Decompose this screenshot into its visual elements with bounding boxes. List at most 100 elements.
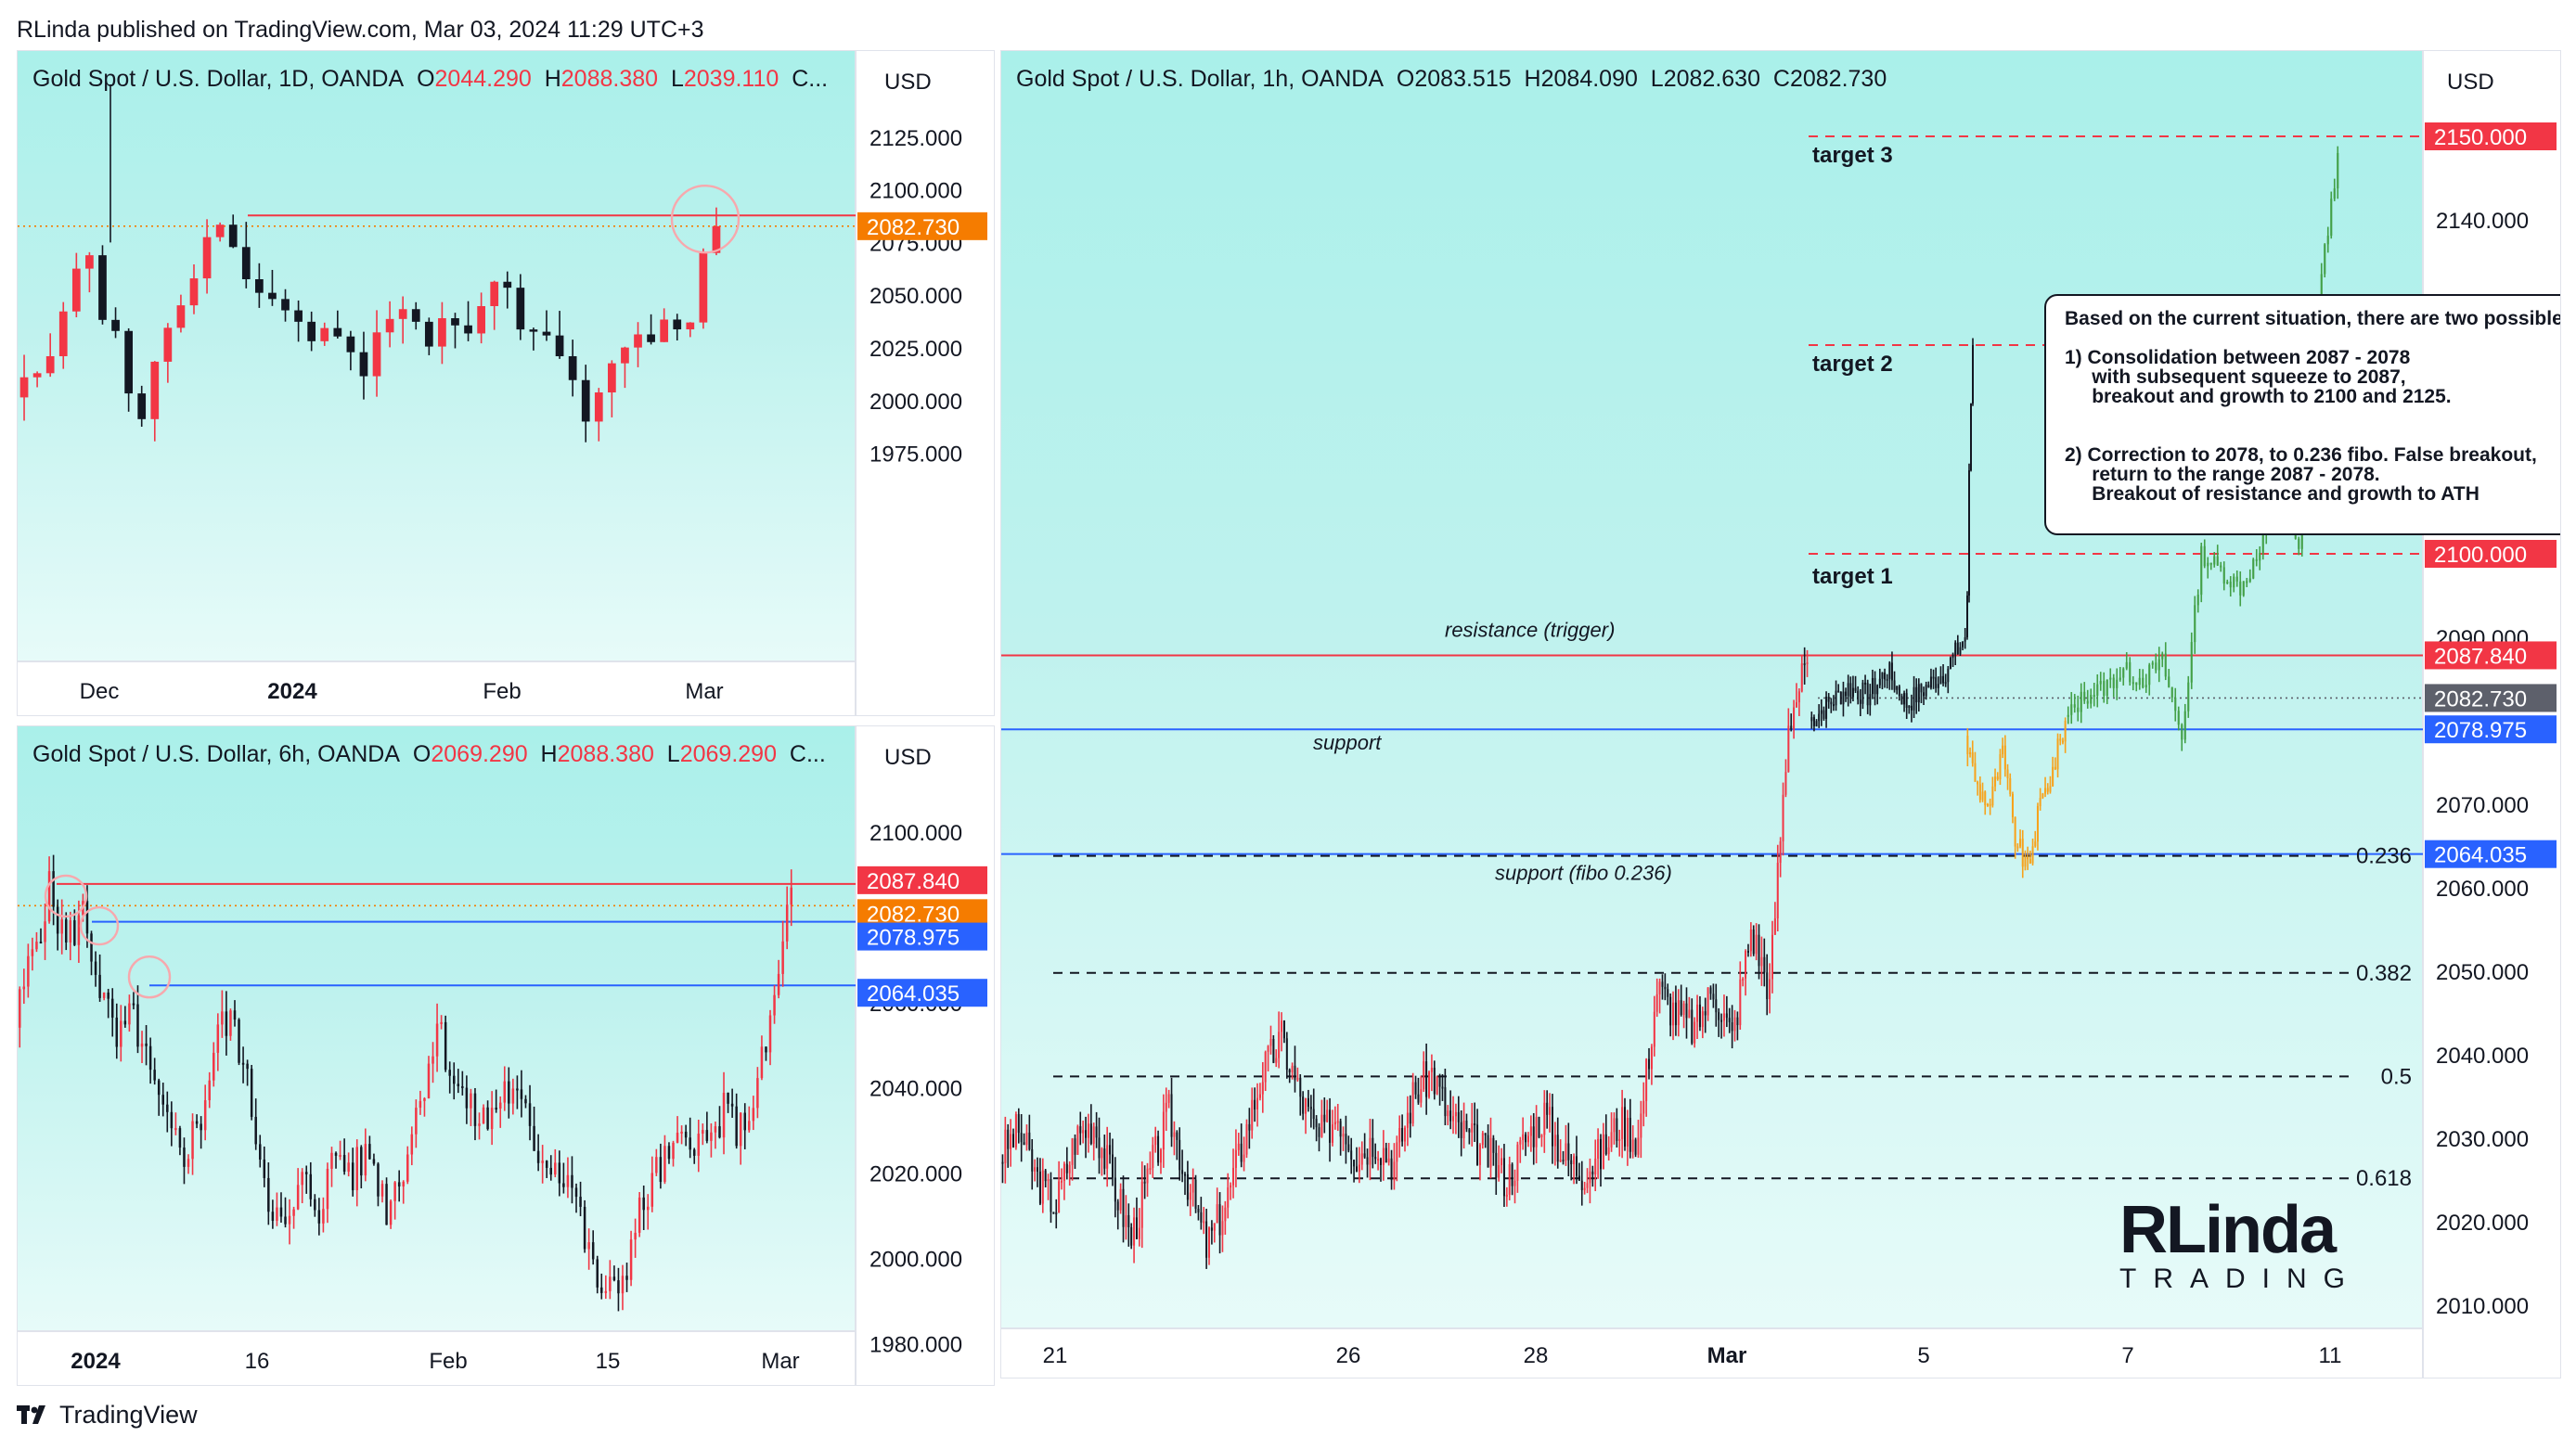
6h-candle: [393, 1182, 396, 1201]
6h-candle: [718, 1126, 721, 1138]
recovery-candle: [2109, 677, 2112, 680]
scenario1-candle: [1935, 677, 1938, 688]
recovery-candle: [2326, 236, 2329, 245]
daily-candle: [398, 309, 407, 319]
currency-button[interactable]: USD: [2427, 57, 2545, 109]
history-candle: [1041, 1170, 1044, 1204]
history-candle: [1618, 1138, 1621, 1141]
6h-candle: [583, 1206, 586, 1250]
price-tag-bg: [857, 866, 987, 894]
daily-candle: [32, 373, 42, 378]
history-candle: [1640, 1113, 1642, 1138]
6h-candle: [271, 1212, 275, 1222]
currency-button[interactable]: USD: [864, 57, 983, 109]
scenario1-candle: [1896, 686, 1899, 690]
recovery-candle: [2148, 664, 2151, 686]
scenario1-candle: [1886, 678, 1888, 681]
chart-panel-daily[interactable]: 2150.0002125.0002100.0002075.0002050.000…: [17, 50, 995, 716]
daily-candle: [58, 311, 68, 356]
scenario1-candle: [1942, 675, 1945, 684]
6h-candle: [419, 1100, 422, 1109]
history-candle: [1712, 994, 1715, 1000]
history-candle: [1157, 1135, 1160, 1163]
scenario1-spike-candle: [1966, 596, 1968, 637]
6h-candle: [22, 986, 26, 990]
recovery-candle: [2252, 558, 2255, 579]
scenario2-candle: [2046, 788, 2049, 792]
history-candle: [1540, 1135, 1543, 1138]
history-candle: [1739, 979, 1742, 1026]
6h-candle: [768, 1015, 772, 1053]
history-candle: [1125, 1214, 1127, 1227]
plot-area-daily[interactable]: [18, 51, 856, 661]
chart-panel-6h[interactable]: 2100.0002060.0002040.0002020.0002000.000…: [17, 725, 995, 1386]
history-candle: [1731, 1022, 1733, 1032]
6h-candle: [765, 1046, 767, 1053]
price-tick-label: 2050.000: [869, 284, 962, 309]
history-candle: [1101, 1148, 1103, 1159]
6h-candle: [330, 1152, 333, 1169]
history-candle: [1543, 1102, 1546, 1135]
scenario2-candle: [2064, 721, 2067, 742]
history-candle: [1580, 1180, 1583, 1190]
scenario1-candle: [1903, 693, 1906, 705]
scenario1-candle: [1925, 685, 1927, 697]
recovery-candle: [2209, 562, 2212, 565]
daily-candle: [621, 347, 629, 364]
history-candle: [1474, 1123, 1476, 1126]
recovery-candle: [2174, 697, 2177, 712]
history-candle: [1360, 1153, 1363, 1165]
recovery-candle: [2226, 581, 2229, 584]
fibo-label: 0.618: [2356, 1166, 2412, 1191]
6h-candle: [288, 1215, 291, 1225]
6h-candle: [410, 1134, 414, 1155]
history-candle: [1251, 1099, 1254, 1131]
scenario1-candle: [1881, 673, 1884, 679]
history-candle: [1525, 1134, 1527, 1143]
history-candle: [1526, 1135, 1529, 1143]
6h-candle: [19, 989, 21, 1028]
footer-brand[interactable]: TradingView: [17, 1401, 198, 1430]
history-candle: [1183, 1173, 1186, 1176]
6h-candle: [250, 1069, 253, 1117]
scenario1-candle: [1874, 677, 1876, 695]
history-candle: [1591, 1171, 1594, 1175]
6h-candle: [415, 1108, 418, 1135]
6h-candle: [735, 1106, 738, 1147]
history-candle: [1390, 1158, 1393, 1181]
price-tag-bg: [857, 899, 987, 928]
history-candle: [1269, 1038, 1272, 1046]
history-candle: [1082, 1130, 1085, 1134]
history-candle: [1677, 1000, 1680, 1026]
recovery-candle: [2129, 661, 2132, 683]
currency-button[interactable]: USD: [864, 732, 983, 784]
open-value: 2044.290: [434, 66, 532, 92]
low-value: 2082.630: [1663, 66, 1760, 92]
history-candle: [1532, 1126, 1535, 1148]
scenario1-candle: [1823, 710, 1825, 719]
scenario1-candle: [1847, 683, 1849, 697]
price-tick-label: 2000.000: [869, 1247, 962, 1272]
recovery-candle: [2187, 682, 2190, 712]
chart-panel-1h[interactable]: 0.2360.3820.50.6182140.0002130.0002120.0…: [1000, 50, 2561, 1378]
6h-candle: [372, 1159, 376, 1164]
6h-candle: [136, 1004, 139, 1047]
6h-candle: [279, 1207, 283, 1217]
history-candle: [1411, 1082, 1414, 1124]
plot-area-1h[interactable]: [1001, 51, 2423, 1328]
history-candle: [1502, 1158, 1505, 1197]
6h-candle: [663, 1146, 666, 1183]
scenario2-candle: [2036, 805, 2039, 842]
scenario1-candle: [1845, 691, 1848, 697]
history-candle: [1258, 1094, 1261, 1098]
recovery-candle: [2229, 581, 2232, 588]
6h-candle: [609, 1276, 612, 1291]
history-candle: [1691, 1009, 1694, 1044]
history-candle: [1522, 1134, 1525, 1140]
6h-candle: [263, 1159, 266, 1178]
footer-brand-text: TradingView: [59, 1401, 198, 1429]
note-s2-c: Breakout of resistance and growth to ATH: [2092, 483, 2479, 505]
history-candle: [1031, 1148, 1034, 1172]
scenario2-candle: [2031, 846, 2034, 864]
daily-candle: [699, 252, 708, 323]
